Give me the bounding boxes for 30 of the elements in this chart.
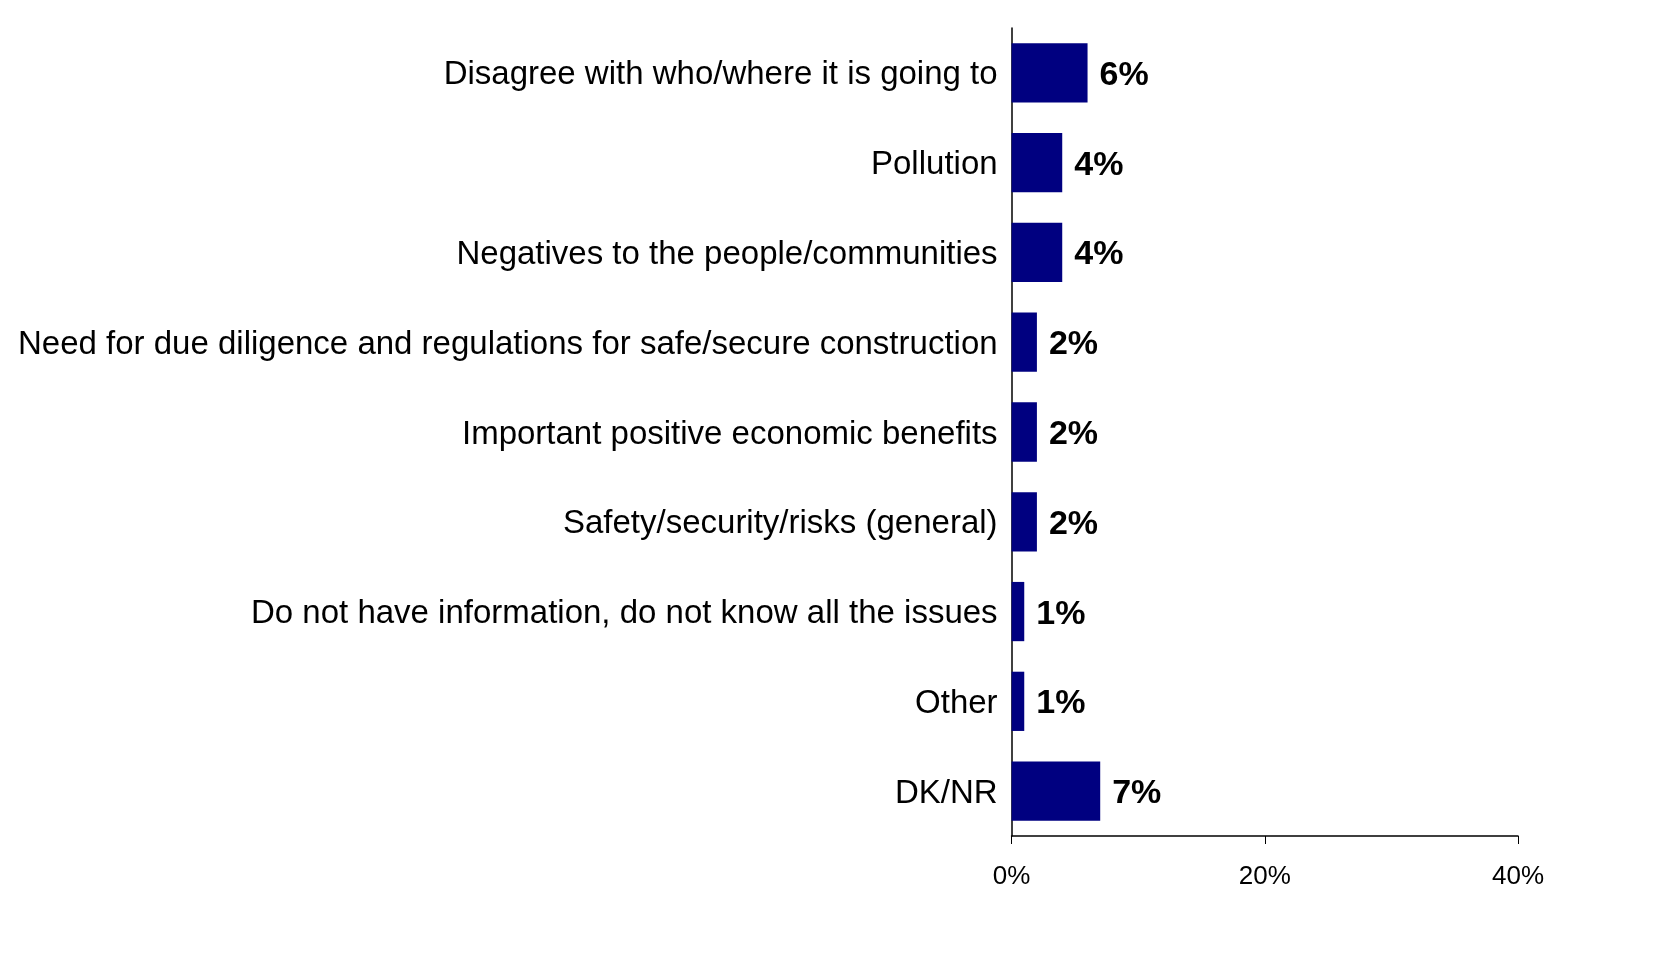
y-tick-label: DK/NR (894, 772, 998, 810)
y-tick-label: Negatives to the people/communities (456, 233, 998, 271)
bar (1011, 761, 1101, 821)
bar (1011, 43, 1088, 103)
y-tick-label: Do not have information, do not know all the issues (251, 593, 998, 631)
x-tick-label: 40% (1491, 860, 1545, 890)
y-tick-label: Safety/security/risks (general) (562, 503, 998, 541)
y-tick-label: Disagree with who/where it is going to (443, 54, 998, 92)
bar (1011, 312, 1037, 372)
y-tick-label: Pollution (871, 144, 998, 182)
data-label: 4% (1074, 143, 1124, 182)
data-label: 4% (1074, 233, 1124, 272)
data-label: 1% (1036, 682, 1086, 721)
bar (1011, 402, 1037, 462)
bar (1011, 492, 1037, 552)
data-label: 1% (1036, 592, 1086, 631)
y-tick-label: Important positive economic benefits (461, 413, 998, 451)
data-label: 2% (1048, 323, 1099, 362)
y-tick-label: Need for due diligence and regulations for safe/secure construction (18, 323, 998, 361)
data-label: 7% (1112, 772, 1162, 811)
bar (1011, 133, 1063, 193)
bar (1011, 581, 1025, 642)
bar (1011, 671, 1025, 731)
y-tick-label: Other (915, 682, 998, 720)
x-tick-label: 20% (1238, 860, 1291, 890)
data-label: 2% (1048, 413, 1099, 451)
data-label: 6% (1099, 53, 1149, 92)
bar (1011, 222, 1063, 283)
x-tick-label: 0% (992, 860, 1031, 890)
data-label: 2% (1048, 502, 1099, 541)
